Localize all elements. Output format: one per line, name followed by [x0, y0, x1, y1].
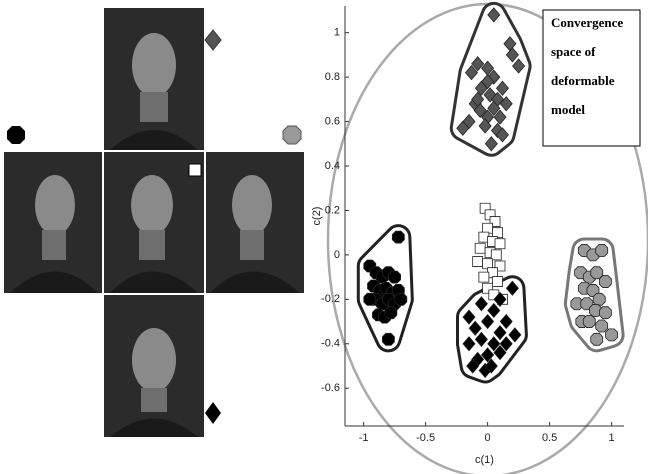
y-tick-label: 0.2 [325, 204, 340, 216]
figure: -1 -0.5 0 0.5 1 -0.6 -0.4 -0.2 0 0.2 0.4 0.6 0.8 1 c(1… [0, 0, 648, 474]
icon-diamond-black [205, 402, 221, 424]
face-panels [4, 8, 304, 437]
point [389, 271, 401, 283]
y-tick-label: 0.6 [325, 115, 340, 127]
y-tick-label: 0 [334, 249, 340, 261]
face-right [206, 152, 304, 293]
y-axis-label: c(2) [311, 207, 323, 226]
annotation: deformable [551, 73, 615, 88]
point [495, 239, 505, 249]
point [591, 267, 603, 279]
x-axis-label: c(1) [475, 454, 494, 466]
y-tick-label: -0.4 [321, 338, 340, 350]
face-down [104, 295, 204, 437]
y-tick-label: 1 [334, 27, 340, 39]
point [473, 257, 483, 267]
x-tick-label: 0.5 [542, 432, 557, 444]
annotation: space of [551, 44, 596, 59]
point [364, 293, 376, 305]
point [599, 276, 611, 288]
point [599, 307, 611, 319]
icon-octagon-grey [283, 126, 301, 144]
annotation: Convergence [551, 15, 623, 30]
x-tick-label: 1 [609, 432, 615, 444]
point [382, 333, 394, 345]
x-tick-label: 0 [485, 432, 491, 444]
x-tick-label: -0.5 [416, 432, 435, 444]
face-left [4, 152, 102, 293]
face-front [104, 152, 204, 293]
point [493, 277, 503, 287]
point [606, 329, 618, 341]
y-tick-label: 0.8 [325, 71, 340, 83]
y-tick-label: 0.4 [325, 160, 340, 172]
face-up [104, 8, 204, 150]
point [596, 320, 608, 332]
point [596, 244, 608, 256]
point [479, 272, 489, 282]
point [583, 316, 595, 328]
x-tick-label: -1 [359, 432, 369, 444]
point [395, 293, 407, 305]
y-tick-label: -0.2 [321, 293, 340, 305]
point [475, 243, 485, 253]
annotation: model [551, 102, 585, 117]
point [385, 307, 397, 319]
icon-diamond-grey [205, 30, 221, 50]
icon-octagon-black [7, 126, 25, 144]
y-tick-label: -0.6 [321, 382, 340, 394]
point [392, 231, 404, 243]
point [591, 333, 603, 345]
point [593, 293, 605, 305]
